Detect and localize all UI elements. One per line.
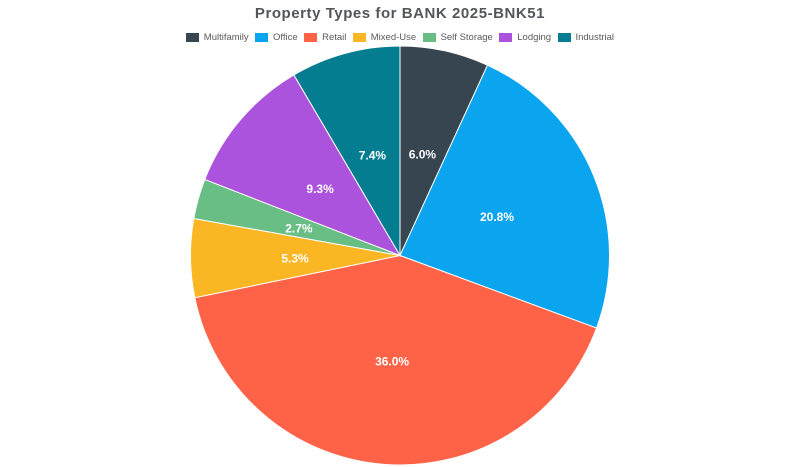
svg-text:36.0%: 36.0% [375,355,409,369]
svg-text:6.0%: 6.0% [409,147,437,161]
svg-text:7.4%: 7.4% [359,149,387,163]
svg-text:2.7%: 2.7% [285,222,313,236]
svg-text:5.3%: 5.3% [281,251,309,265]
svg-text:9.3%: 9.3% [306,182,334,196]
svg-text:20.8%: 20.8% [480,210,514,224]
